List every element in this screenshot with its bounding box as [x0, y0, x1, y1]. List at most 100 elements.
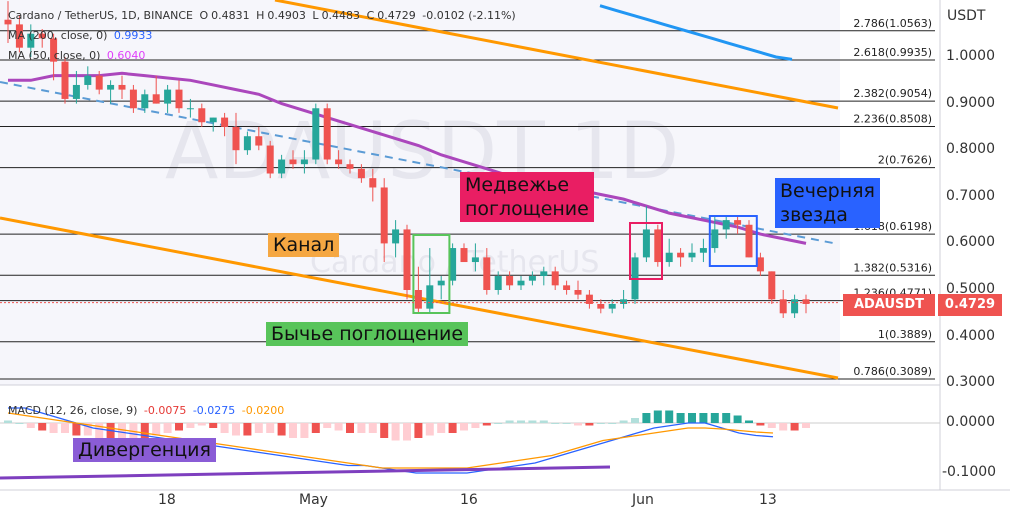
candle-body	[232, 126, 240, 151]
macd-hist-bar	[266, 423, 275, 433]
macd-legend: MACD (12, 26, close, 9) -0.0075 -0.0275 …	[8, 404, 287, 417]
macd-hist-bar	[209, 423, 218, 428]
change-value: -0.0102 (-2.11%)	[422, 9, 516, 22]
macd-hist-bar	[596, 423, 605, 424]
ma50-value: 0.6040	[106, 49, 146, 62]
ma200-value: 0.9933	[113, 29, 153, 42]
current-price-tag: 0.4729	[938, 294, 1002, 316]
legend-line-2: MA (200, close, 0) 0.9933	[8, 29, 155, 42]
candle-body	[642, 229, 650, 258]
macd-tick-label: -0.1000	[942, 464, 997, 480]
macd-hist-bar	[688, 413, 696, 423]
candle-body	[494, 276, 502, 290]
signal-line	[7, 412, 774, 469]
macd-hist-bar	[562, 423, 571, 424]
plot-background	[0, 0, 840, 385]
candle-body	[186, 108, 194, 110]
candle-body	[255, 136, 263, 146]
candle-body	[243, 136, 251, 151]
macd-line	[8, 407, 774, 474]
candle-body	[141, 94, 149, 109]
ma200-label: MA (200, close, 0)	[8, 29, 108, 42]
candle-body	[289, 159, 297, 165]
macd-hist-bar	[368, 423, 377, 433]
macd-hist-bar	[585, 423, 594, 426]
macd-hist-bar	[608, 423, 617, 424]
close-value: 0.4729	[377, 9, 416, 22]
channel-label: Канал	[268, 233, 340, 257]
candle-body	[152, 94, 160, 104]
macd-hist-bar	[528, 420, 537, 423]
symbol-label: Cardano / TetherUS, 1D, BINANCE	[8, 9, 193, 22]
price-tick-label: 0.8000	[946, 141, 995, 158]
macd-hist-bar	[414, 423, 423, 438]
macd-hist-bar	[323, 423, 332, 428]
macd-hist-bar	[277, 423, 286, 436]
evening-text: Вечерняя звезда	[780, 180, 875, 226]
time-tick-label: 16	[460, 492, 478, 508]
candle-body	[357, 168, 365, 179]
macd-hist-bar	[152, 423, 161, 436]
candle-body	[677, 252, 685, 258]
fib-label: 2(0.7626)	[878, 154, 932, 167]
evening-box	[708, 215, 758, 267]
candlesticks	[4, 1, 810, 318]
candle-body	[312, 108, 320, 160]
candle-body	[198, 108, 206, 123]
ma200-line	[599, 4, 793, 61]
macd-line-value: -0.0275	[192, 404, 236, 417]
candle-body	[84, 75, 92, 85]
open-value: 0.4831	[211, 9, 250, 22]
macd-hist-bar	[357, 423, 366, 433]
macd-hist-bar	[722, 413, 731, 423]
candle-body	[414, 290, 422, 309]
trend-line	[0, 81, 839, 245]
macd-hist-bar	[425, 423, 434, 436]
legend-line-3: MA (50, close, 0) 0.6040	[8, 49, 148, 62]
macd-hist-bar	[15, 423, 24, 424]
macd-hist-bar	[334, 423, 343, 431]
bullish-engulfing-label: Бычье поглощение	[266, 322, 469, 346]
macd-hist-bar	[437, 423, 446, 433]
macd-hist-bar	[220, 423, 229, 433]
macd-tick-label: 0.0000	[946, 414, 995, 430]
macd-hist-bar	[4, 420, 12, 423]
macd-hist-bar	[619, 420, 628, 423]
candle-body	[300, 159, 308, 165]
candle-body	[745, 224, 753, 258]
candle-body	[107, 84, 115, 90]
fib-label: 2.618(0.9935)	[853, 46, 932, 59]
candle-body	[517, 280, 525, 286]
candle-body	[346, 164, 354, 169]
pattern-boxes	[412, 215, 758, 314]
macd-hist-bar	[551, 423, 560, 424]
candle-body	[506, 276, 514, 286]
candle-body	[597, 303, 605, 309]
macd-hist-bar	[710, 413, 719, 423]
macd-hist-bar	[83, 423, 92, 436]
candle-body	[654, 229, 662, 263]
macd-hist-bar	[733, 415, 742, 423]
candle-body	[323, 108, 331, 160]
macd-hist-bar	[642, 413, 651, 423]
high-value: 0.4903	[267, 9, 306, 22]
candle-body	[540, 271, 548, 277]
candle-body	[27, 33, 35, 48]
currency-label: USDT	[947, 8, 986, 24]
macd-hist-bar	[494, 423, 503, 424]
macd-hist-bar	[517, 420, 525, 423]
macd-hist-bar	[38, 423, 47, 431]
time-tick-label: May	[299, 492, 328, 508]
price-tick-label: 0.6000	[946, 234, 995, 251]
watermark-big: ADAUSDT 1D	[165, 107, 679, 197]
divergence-line	[0, 465, 611, 480]
macd-hist-bar	[300, 423, 309, 438]
candle-body	[369, 178, 377, 188]
candle-body	[471, 257, 479, 263]
time-tick-label: Jun	[632, 492, 654, 508]
candle-body	[426, 285, 434, 309]
fib-label: 1.382(0.5316)	[853, 261, 932, 274]
candle-body	[164, 89, 172, 104]
candle-body	[266, 145, 274, 174]
